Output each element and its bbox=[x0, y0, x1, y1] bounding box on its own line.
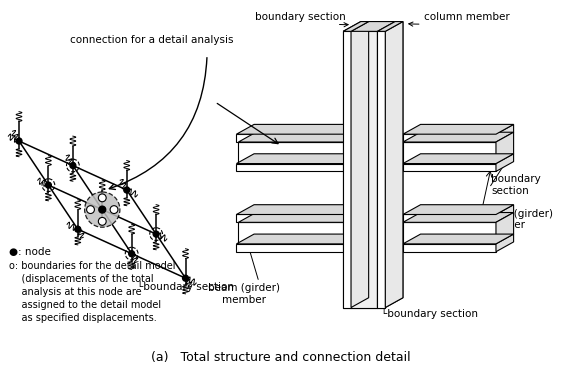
Polygon shape bbox=[496, 205, 514, 223]
Polygon shape bbox=[351, 22, 395, 31]
Text: boundary
section: boundary section bbox=[491, 174, 541, 196]
Polygon shape bbox=[343, 22, 369, 31]
Polygon shape bbox=[377, 31, 385, 307]
Polygon shape bbox=[343, 22, 369, 31]
Text: boundary section: boundary section bbox=[255, 11, 348, 27]
Polygon shape bbox=[237, 134, 343, 142]
Polygon shape bbox=[237, 234, 361, 244]
Polygon shape bbox=[237, 205, 361, 215]
Polygon shape bbox=[343, 31, 351, 307]
Polygon shape bbox=[377, 31, 385, 307]
Circle shape bbox=[129, 251, 135, 257]
Polygon shape bbox=[496, 234, 514, 252]
Text: beam (girder)
member: beam (girder) member bbox=[208, 283, 280, 305]
Circle shape bbox=[99, 194, 106, 202]
Circle shape bbox=[110, 206, 118, 213]
Polygon shape bbox=[403, 223, 496, 244]
Circle shape bbox=[87, 206, 95, 213]
Polygon shape bbox=[385, 22, 403, 307]
Polygon shape bbox=[496, 213, 514, 244]
Polygon shape bbox=[351, 22, 395, 31]
Circle shape bbox=[124, 187, 130, 193]
Polygon shape bbox=[377, 22, 403, 31]
Circle shape bbox=[182, 275, 189, 281]
Polygon shape bbox=[237, 154, 361, 163]
Text: column member: column member bbox=[409, 11, 510, 26]
Polygon shape bbox=[403, 132, 514, 142]
Circle shape bbox=[84, 192, 120, 227]
Polygon shape bbox=[403, 244, 496, 252]
Polygon shape bbox=[496, 132, 514, 163]
Polygon shape bbox=[238, 132, 361, 142]
Polygon shape bbox=[403, 163, 496, 171]
Polygon shape bbox=[377, 22, 395, 307]
Polygon shape bbox=[403, 142, 496, 163]
Circle shape bbox=[70, 163, 76, 168]
Polygon shape bbox=[403, 124, 514, 134]
Polygon shape bbox=[496, 124, 514, 142]
Polygon shape bbox=[377, 22, 403, 31]
Polygon shape bbox=[351, 31, 377, 307]
Text: beam (girder)
member: beam (girder) member bbox=[481, 208, 553, 230]
Polygon shape bbox=[238, 142, 343, 163]
Text: (a)   Total structure and connection detail: (a) Total structure and connection detai… bbox=[150, 351, 410, 364]
Text: o: boundaries for the detail model
    (displacements of the total
    analysis : o: boundaries for the detail model (disp… bbox=[9, 261, 176, 323]
Polygon shape bbox=[403, 234, 514, 244]
Polygon shape bbox=[385, 22, 403, 307]
Polygon shape bbox=[238, 213, 361, 223]
Circle shape bbox=[153, 231, 159, 237]
Polygon shape bbox=[403, 213, 514, 223]
Text: └boundary section: └boundary section bbox=[381, 307, 478, 319]
Circle shape bbox=[46, 182, 51, 188]
Polygon shape bbox=[351, 31, 377, 307]
Polygon shape bbox=[403, 205, 514, 215]
Text: ●: node: ●: node bbox=[9, 247, 51, 257]
Polygon shape bbox=[343, 31, 351, 307]
Polygon shape bbox=[237, 215, 343, 223]
Circle shape bbox=[99, 206, 105, 213]
Polygon shape bbox=[496, 154, 514, 171]
Polygon shape bbox=[403, 154, 514, 163]
Circle shape bbox=[99, 218, 106, 225]
Polygon shape bbox=[403, 215, 496, 223]
Polygon shape bbox=[237, 163, 343, 171]
Polygon shape bbox=[237, 124, 361, 134]
Text: └boundary section: └boundary section bbox=[137, 281, 234, 293]
Polygon shape bbox=[237, 244, 343, 252]
Circle shape bbox=[75, 226, 81, 232]
Polygon shape bbox=[238, 223, 343, 244]
Text: connection for a detail analysis: connection for a detail analysis bbox=[70, 35, 234, 45]
Polygon shape bbox=[377, 22, 395, 307]
Polygon shape bbox=[351, 22, 369, 307]
Polygon shape bbox=[403, 134, 496, 142]
Polygon shape bbox=[351, 22, 369, 307]
Circle shape bbox=[16, 138, 22, 144]
